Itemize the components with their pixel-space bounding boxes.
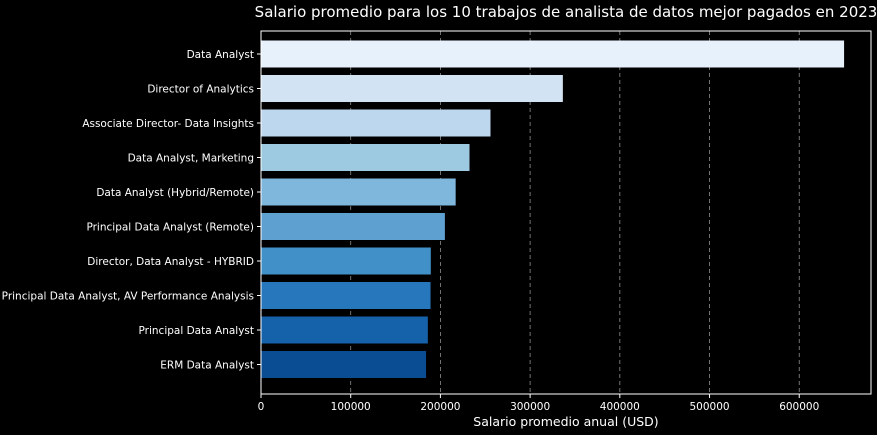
y-tick-label: Principal Data Analyst, AV Performance A… [2, 290, 254, 302]
bar [261, 178, 456, 206]
bar [261, 144, 470, 171]
y-tick-label: ERM Data Analyst [160, 359, 254, 371]
x-tick-label: 100000 [331, 401, 371, 413]
y-tick-label: Data Analyst (Hybrid/Remote) [96, 187, 254, 199]
y-tick-label: Data Analyst [187, 49, 254, 61]
x-tick-label: 500000 [689, 401, 729, 413]
bar [261, 75, 563, 102]
y-tick-label: Director of Analytics [147, 83, 254, 95]
x-tick-labels: 0 100000 200000 300000 400000 500000 600000 [258, 394, 819, 413]
bar [261, 247, 431, 275]
y-tick-label: Director, Data Analyst - HYBRID [87, 256, 254, 268]
y-tick-label: Principal Data Analyst [139, 325, 254, 337]
x-tick-label: 400000 [600, 401, 640, 413]
bar [261, 282, 431, 309]
y-tick-labels: Data Analyst Director of Analytics Associa… [2, 49, 261, 371]
plot-frame [260, 30, 872, 395]
x-tick-label: 600000 [779, 401, 819, 413]
bar [261, 109, 491, 137]
bar [261, 351, 427, 378]
y-tick-label: Data Analyst, Marketing [128, 152, 254, 164]
x-axis-label: Salario promedio anual (USD) [473, 414, 658, 429]
x-tick-label: 200000 [420, 401, 460, 413]
y-tick-label: Principal Data Analyst (Remote) [86, 221, 254, 233]
bar [261, 40, 845, 68]
chart-title: Salario promedio para los 10 trabajos de… [255, 3, 877, 21]
x-tick-label: 0 [258, 401, 265, 413]
y-tick-label: Associate Director- Data Insights [82, 118, 254, 130]
bar [261, 316, 428, 344]
bars-group [261, 40, 845, 378]
x-tick-label: 300000 [510, 401, 550, 413]
bar [261, 213, 445, 240]
